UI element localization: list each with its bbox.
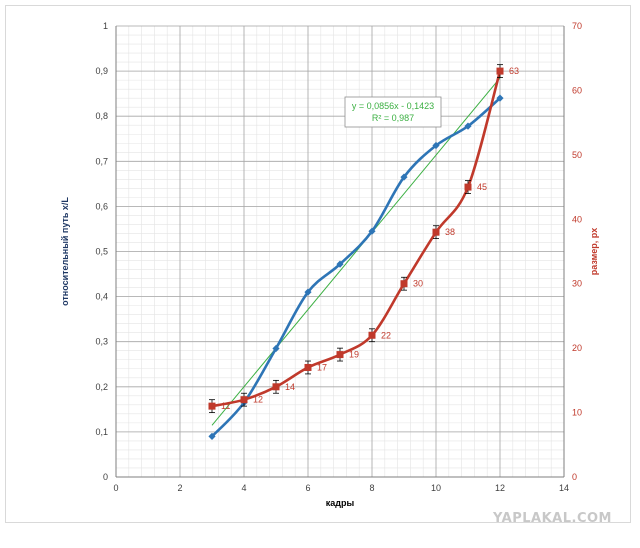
right-tick-label: 20 xyxy=(572,343,582,353)
data-point-diamond xyxy=(336,260,344,268)
left-tick-label: 1 xyxy=(103,21,108,31)
data-label: 14 xyxy=(285,382,295,392)
axis-titles: кадры относительный путь x/L размер, px xyxy=(60,197,599,508)
right-tick-label: 40 xyxy=(572,214,582,224)
data-point-square xyxy=(272,383,280,391)
equation-box xyxy=(344,96,442,128)
data-label: 11 xyxy=(221,401,230,411)
left-tick-label: 0,9 xyxy=(95,66,108,76)
data-point-diamond xyxy=(496,94,504,102)
data-point-diamond xyxy=(400,173,408,181)
left-axis-title: относительный путь x/L xyxy=(60,197,70,306)
data-label: 19 xyxy=(349,350,359,360)
data-point-diamond xyxy=(432,141,440,150)
trendline-equation-box: y = 0,0856x - 0,1423 R² = 0,987 xyxy=(344,96,442,128)
left-tick-label: 0,1 xyxy=(95,427,108,437)
x-tick-label: 6 xyxy=(305,483,310,493)
data-point-diamond xyxy=(464,122,472,130)
right-tick-label: 10 xyxy=(572,408,582,418)
data-point-square xyxy=(240,396,248,404)
data-label: 12 xyxy=(253,395,263,405)
x-axis-title: кадры xyxy=(326,498,355,508)
x-tick-label: 4 xyxy=(241,483,246,493)
x-tick-label: 10 xyxy=(431,483,441,493)
x-tick-label: 0 xyxy=(113,483,118,493)
x-tick-label: 12 xyxy=(495,483,505,493)
data-point-diamond xyxy=(304,288,312,296)
trendline-equation: y = 0,0856x - 0,1423 xyxy=(352,101,434,111)
left-tick-label: 0,3 xyxy=(95,337,108,347)
trendline-r-squared: R² = 0,987 xyxy=(372,113,414,123)
series-size: 11 12 14 17 19 22 30 38 45 63 xyxy=(208,64,519,413)
data-label: 45 xyxy=(477,182,487,192)
data-label: 17 xyxy=(317,362,327,372)
x-tick-label: 8 xyxy=(369,483,374,493)
left-tick-label: 0,2 xyxy=(95,382,108,392)
left-tick-label: 0,4 xyxy=(95,292,108,302)
series-relative-path xyxy=(208,94,504,441)
right-tick-label: 60 xyxy=(572,85,582,95)
left-tick-label: 0,5 xyxy=(95,247,108,257)
data-point-square xyxy=(464,183,472,191)
data-point-square xyxy=(400,280,408,288)
left-tick-label: 0,6 xyxy=(95,201,108,211)
data-label: 63 xyxy=(509,66,519,76)
x-tick-label: 2 xyxy=(177,483,182,493)
chart-frame xyxy=(5,5,631,523)
watermark: YAPLAKAL.COM xyxy=(493,511,612,526)
data-point-diamond xyxy=(368,227,376,235)
data-label: 30 xyxy=(413,279,423,289)
data-point-square xyxy=(496,67,504,75)
left-tick-label: 0,7 xyxy=(95,156,108,166)
tick-labels: 00,10,20,30,40,50,60,70,80,9101020304050… xyxy=(95,21,582,493)
right-axis-title: размер, px xyxy=(589,228,599,276)
data-label: 38 xyxy=(445,227,455,237)
left-tick-label: 0 xyxy=(103,472,108,482)
data-label: 22 xyxy=(381,330,391,340)
data-point-square xyxy=(208,402,216,410)
data-point-square xyxy=(432,228,440,236)
data-point-square xyxy=(336,351,344,359)
right-tick-label: 0 xyxy=(572,472,577,482)
right-tick-label: 50 xyxy=(572,150,582,160)
x-tick-label: 14 xyxy=(559,483,569,493)
right-tick-label: 70 xyxy=(572,21,582,31)
data-point-diamond xyxy=(208,432,216,441)
axes xyxy=(115,26,565,478)
left-tick-label: 0,8 xyxy=(95,111,108,121)
series-size-line xyxy=(211,70,502,408)
data-point-diamond xyxy=(272,344,280,353)
series-relative-path-line xyxy=(211,97,501,438)
data-point-square xyxy=(368,331,376,339)
data-point-square xyxy=(304,363,312,371)
right-tick-label: 30 xyxy=(572,279,582,289)
major-grid xyxy=(115,25,565,478)
